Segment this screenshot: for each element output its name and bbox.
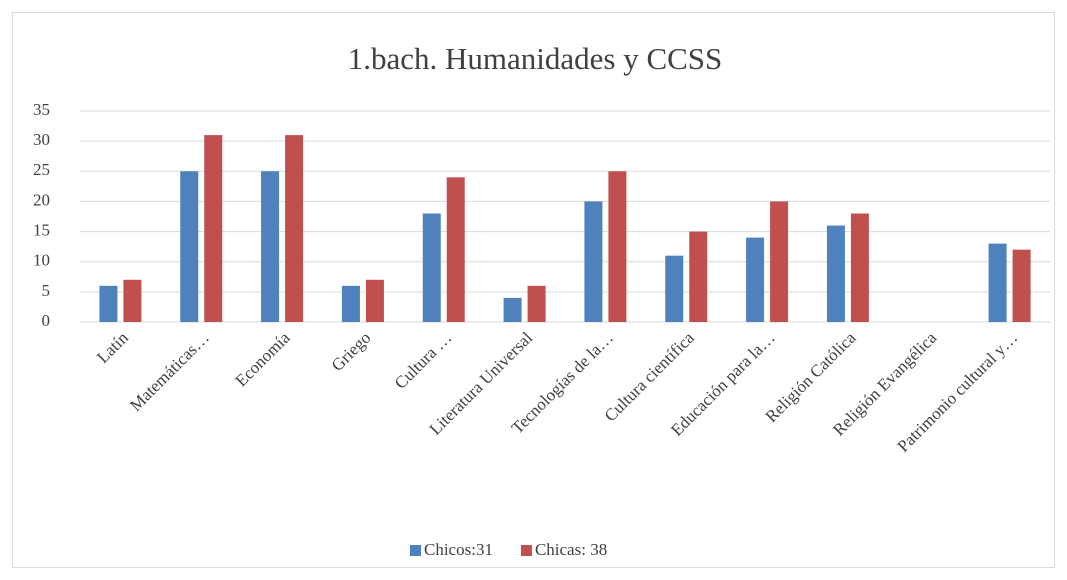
y-tick-label: 5 (42, 281, 51, 300)
bar (446, 177, 465, 322)
chart-title: 1.bach. Humanidades y CCSS (348, 41, 723, 76)
bar (285, 135, 304, 322)
bar (204, 135, 223, 322)
bar (261, 171, 280, 322)
y-tick-label: 15 (33, 220, 50, 239)
bar (1012, 249, 1031, 322)
bar (99, 285, 118, 322)
y-tick-label: 30 (33, 130, 50, 149)
y-tick-label: 35 (33, 100, 50, 119)
bar (422, 213, 441, 322)
y-tick-label: 20 (33, 190, 50, 209)
bar (826, 225, 845, 322)
bar (365, 279, 384, 322)
legend-swatch (410, 545, 421, 556)
bar (689, 231, 708, 322)
legend-label: Chicas: 38 (535, 540, 607, 559)
bar (746, 237, 765, 322)
bar (527, 285, 546, 322)
bar (123, 279, 142, 322)
bar (988, 243, 1007, 322)
bar (584, 201, 603, 322)
bar (850, 213, 869, 322)
bar (665, 255, 684, 322)
legend-swatch (520, 545, 532, 556)
bar (180, 171, 199, 322)
y-tick-label: 25 (33, 160, 50, 179)
y-tick-label: 0 (42, 311, 51, 330)
bar (341, 285, 360, 322)
legend-label: Chicos:31 (424, 540, 493, 559)
bar (770, 201, 789, 322)
bar (503, 297, 522, 322)
bar (608, 171, 627, 322)
y-tick-label: 10 (33, 251, 50, 270)
